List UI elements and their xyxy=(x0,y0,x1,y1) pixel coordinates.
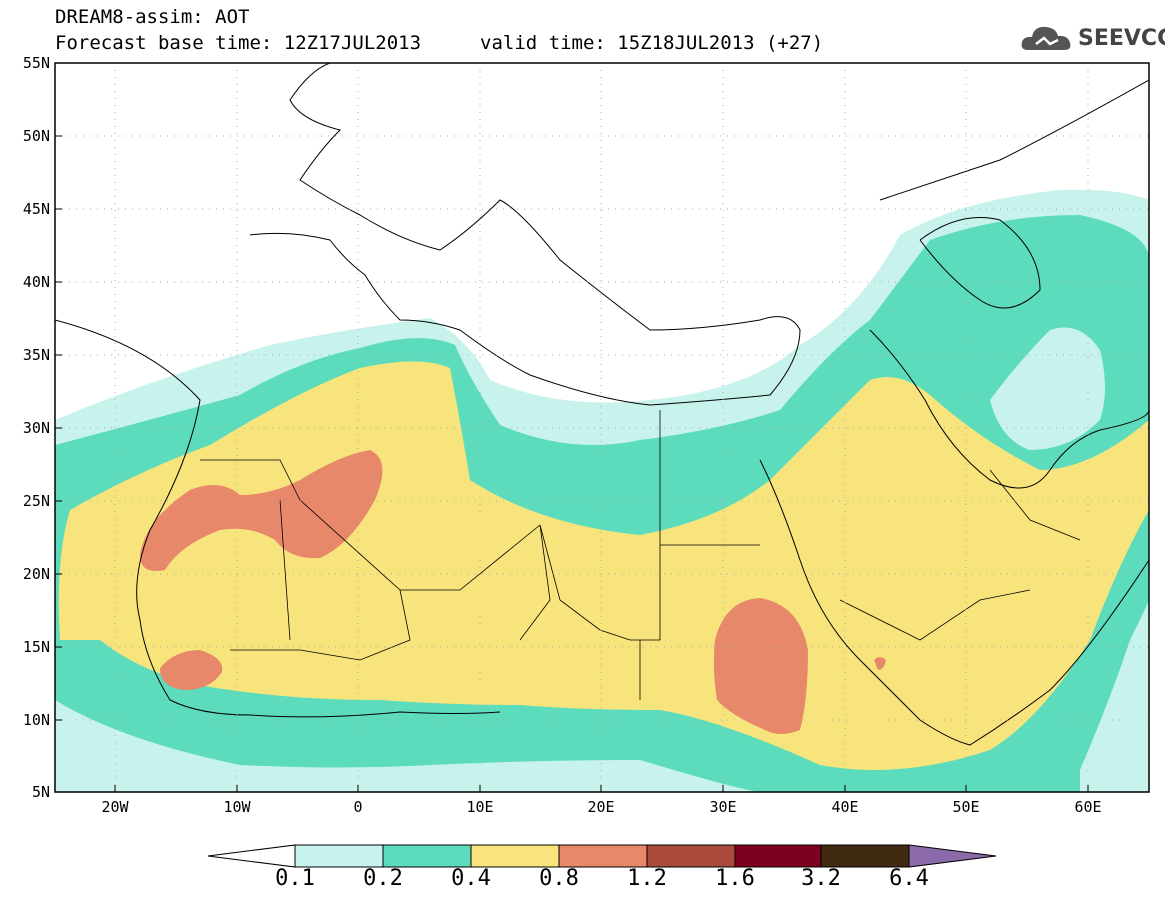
lat-label: 35N xyxy=(23,346,50,364)
lat-label: 10N xyxy=(23,711,50,729)
logo-text: SEEVCCC xyxy=(1078,26,1165,51)
colorbar-label: 6.4 xyxy=(889,866,929,891)
lon-label: 0 xyxy=(353,798,362,816)
cloud-logo-icon xyxy=(1021,26,1071,50)
map-title: DREAM8-assim: AOT xyxy=(55,6,250,28)
lat-label: 15N xyxy=(23,638,50,656)
colorbar-label: 3.2 xyxy=(801,866,841,891)
colorbar-label: 1.6 xyxy=(715,866,755,891)
lon-label: 40E xyxy=(831,798,858,816)
colorbar-over-triangle xyxy=(908,844,997,868)
aot-patch-sudan xyxy=(713,598,808,734)
lon-label: 60E xyxy=(1074,798,1101,816)
longitude-labels: 20W 10W 0 10E 20E 30E 40E 50E 60E xyxy=(101,798,1101,816)
country-borders xyxy=(200,410,1081,700)
lon-label: 50E xyxy=(952,798,979,816)
aot-contour-east-light xyxy=(1080,600,1149,792)
forecast-base-time: Forecast base time: 12Z17JUL2013 xyxy=(55,32,422,54)
lon-label: 20W xyxy=(101,798,129,816)
lon-label: 30E xyxy=(709,798,736,816)
aot-contour-south-light xyxy=(55,700,760,792)
colorbar-label: 0.4 xyxy=(451,866,491,891)
latitude-labels: 55N 50N 45N 40N 35N 30N 25N 20N 15N 10N … xyxy=(23,54,50,801)
valid-time: valid time: 15Z18JUL2013 (+27) xyxy=(480,32,824,54)
lon-label: 10E xyxy=(466,798,493,816)
lon-label: 20E xyxy=(587,798,614,816)
colorbar-under-triangle xyxy=(207,844,296,868)
colorbar-swatch xyxy=(734,844,822,868)
aot-contour-south xyxy=(55,520,1149,792)
aot-patch-senegal xyxy=(160,650,223,690)
colorbar-swatch xyxy=(558,844,648,868)
lat-label: 30N xyxy=(23,419,50,437)
lat-label: 55N xyxy=(23,54,50,72)
aot-patch-iran xyxy=(990,327,1105,450)
coastlines xyxy=(55,63,1149,746)
lat-label: 40N xyxy=(23,273,50,291)
colorbar-swatch xyxy=(470,844,560,868)
lat-label: 45N xyxy=(23,200,50,218)
colorbar-label: 0.2 xyxy=(363,866,403,891)
aot-fields xyxy=(55,189,1149,792)
lon-label: 10W xyxy=(223,798,251,816)
colorbar-label: 1.2 xyxy=(627,866,667,891)
lat-label: 5N xyxy=(32,783,50,801)
colorbar-label: 0.8 xyxy=(539,866,579,891)
colorbar-swatch xyxy=(820,844,910,868)
colorbar-swatch xyxy=(382,844,472,868)
axis-ticks xyxy=(55,62,1089,792)
lat-label: 50N xyxy=(23,127,50,145)
aot-patch-westsahara xyxy=(140,450,383,571)
colorbar-swatch xyxy=(294,844,384,868)
colorbar-label: 0.1 xyxy=(275,866,315,891)
lat-label: 25N xyxy=(23,492,50,510)
colorbar xyxy=(207,844,997,868)
aot-patch-eritrea xyxy=(874,657,886,670)
lat-label: 20N xyxy=(23,565,50,583)
graticule xyxy=(55,63,1149,792)
colorbar-swatch xyxy=(646,844,736,868)
